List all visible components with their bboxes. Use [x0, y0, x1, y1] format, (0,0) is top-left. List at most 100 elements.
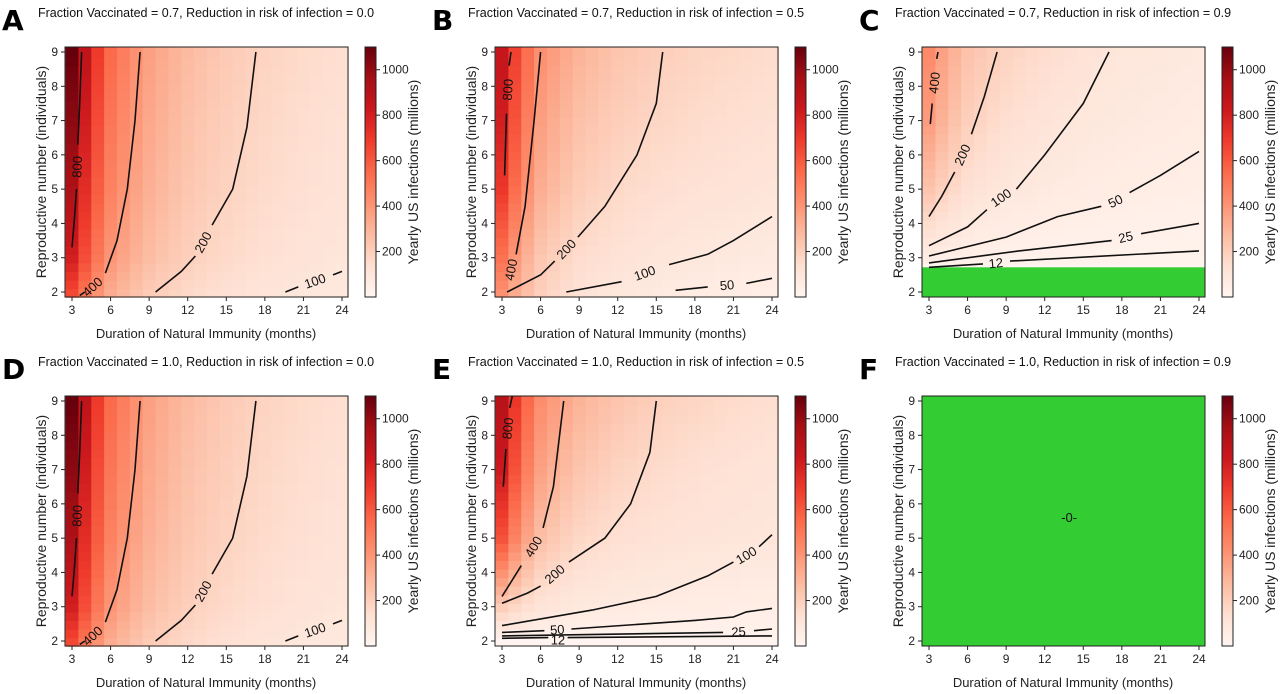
heatmap-cell	[297, 586, 311, 596]
heatmap-cell	[309, 517, 324, 527]
heatmap-cell	[688, 569, 702, 579]
heatmap-cell	[65, 611, 80, 622]
heatmap-cell	[309, 65, 324, 75]
heatmap-cell	[547, 100, 561, 110]
heatmap-cell	[309, 91, 324, 101]
heatmap-cell	[155, 168, 170, 178]
heatmap-cell	[104, 57, 118, 67]
heatmap-cell	[701, 194, 715, 204]
heatmap-cell	[232, 57, 247, 67]
heatmap-cell	[168, 474, 182, 484]
heatmap-cell	[521, 202, 535, 213]
heatmap-cell	[701, 48, 715, 58]
heatmap-cell	[1051, 202, 1065, 213]
heatmap-cell	[155, 534, 170, 544]
heatmap-cell	[1141, 220, 1155, 230]
heatmap-cell	[508, 48, 522, 58]
heatmap-cell	[714, 517, 728, 527]
heatmap-cell	[322, 160, 337, 170]
heatmap-cell	[688, 577, 702, 587]
heatmap-cell	[284, 262, 298, 273]
heatmap-cell	[78, 194, 92, 204]
x-tick-label: 6	[537, 303, 544, 317]
heatmap-cell	[78, 220, 92, 230]
y-tick-label: 8	[908, 428, 915, 442]
heatmap-cell	[508, 620, 522, 630]
heatmap-cell	[688, 543, 702, 553]
heatmap-cell	[117, 74, 131, 84]
heatmap-cell	[611, 526, 625, 536]
heatmap-cell	[508, 534, 522, 544]
heatmap-cell	[78, 271, 92, 281]
heatmap-cell	[675, 551, 690, 562]
heatmap-cell	[322, 185, 337, 195]
heatmap-cell	[598, 423, 612, 433]
contour-line	[928, 263, 984, 269]
contour-line	[1140, 222, 1200, 235]
heatmap-cell	[104, 611, 118, 622]
x-tick-label: 6	[964, 303, 971, 317]
heatmap-cell	[765, 594, 780, 604]
x-tick-label: 3	[926, 303, 933, 317]
heatmap-cell	[194, 395, 208, 399]
heatmap-cell	[521, 474, 535, 484]
heatmap-cell	[155, 491, 170, 502]
heatmap-cell	[585, 117, 600, 127]
heatmap-cell	[271, 431, 285, 442]
heatmap-cell	[78, 440, 92, 450]
heatmap-cell	[534, 125, 548, 135]
heatmap-cell	[104, 168, 118, 178]
contour-line	[77, 51, 83, 145]
heatmap-cell	[1038, 160, 1052, 170]
heatmap-cell	[675, 142, 690, 153]
heatmap-cell	[91, 262, 105, 273]
heatmap-cell	[922, 194, 937, 204]
heatmap-cell	[1012, 142, 1027, 153]
heatmap-cell	[207, 262, 221, 273]
heatmap-cell	[78, 245, 92, 255]
heatmap-cell	[611, 397, 625, 407]
heatmap-cell	[637, 46, 651, 50]
heatmap-cell	[297, 526, 311, 536]
heatmap-cell	[322, 288, 337, 298]
heatmap-cell	[181, 406, 195, 416]
heatmap-cell	[547, 509, 561, 519]
heatmap-cell	[1089, 46, 1104, 50]
heatmap-cell	[1025, 100, 1039, 110]
heatmap-cell	[585, 245, 600, 255]
heatmap-cell	[207, 637, 221, 647]
heatmap-cell	[572, 449, 587, 459]
heatmap-cell	[117, 194, 131, 204]
heatmap-cell	[559, 611, 574, 622]
heatmap-cell	[508, 82, 522, 93]
heatmap-cell	[91, 594, 105, 604]
heatmap-cell	[559, 134, 574, 144]
panel-d: D Fraction Vaccinated = 1.0, Reduction in…	[2, 353, 421, 690]
heatmap-cell	[1102, 185, 1117, 195]
heatmap-cell	[739, 534, 754, 544]
heatmap-cell	[714, 491, 728, 502]
heatmap-cell	[129, 500, 144, 510]
heatmap-cell	[207, 125, 221, 135]
heatmap-cell	[547, 82, 561, 93]
heatmap-cell	[207, 194, 221, 204]
heatmap-cell	[219, 288, 234, 298]
heatmap-cell	[572, 543, 587, 553]
heatmap-cell	[142, 603, 157, 613]
heatmap-cell	[194, 177, 208, 187]
heatmap-cell	[91, 491, 105, 502]
y-tick-label: 7	[51, 114, 58, 128]
colorbar-tick-label: 200	[812, 245, 832, 259]
heatmap-cell	[65, 397, 80, 407]
heatmap-cell	[521, 280, 535, 290]
heatmap-cell	[688, 220, 702, 230]
heatmap-cell	[714, 211, 728, 221]
heatmap-cell	[521, 483, 535, 493]
heatmap-cell	[598, 466, 612, 476]
heatmap-cell	[207, 117, 221, 127]
heatmap-cell	[701, 168, 715, 178]
heatmap-cell	[168, 431, 182, 442]
heatmap-cell	[104, 245, 118, 255]
heatmap-cell	[922, 228, 937, 238]
heatmap-cell	[495, 431, 510, 442]
